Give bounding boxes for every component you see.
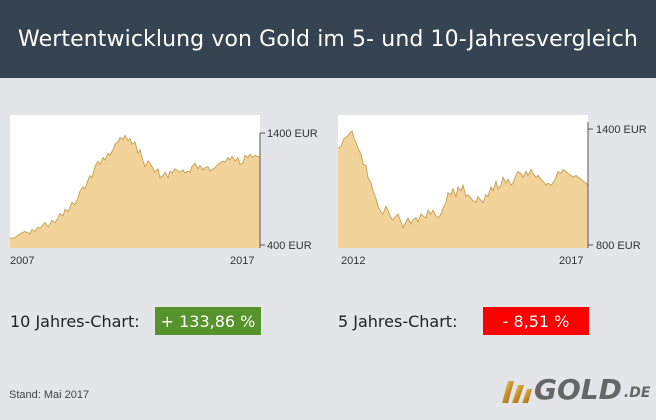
gold-de-logo: GOLD .DE [498, 371, 650, 405]
chart-10-marks [9, 134, 261, 248]
stand-date: Stand: Mai 2017 [9, 389, 90, 401]
ten-year-label: 10 Jahres-Chart: [10, 312, 140, 331]
chart-5-ytick-label-bottom: 800 EUR [596, 240, 641, 252]
chart-5-xlabel-end: 2017 [559, 255, 583, 267]
chart-10-ytick-label-bottom: 400 EUR [267, 240, 312, 252]
gold-bars-icon [502, 381, 532, 403]
chart-10-svg: 1400 EUR 400 EUR 2007 2017 [9, 115, 318, 267]
chart-5-area-fill [338, 130, 588, 248]
chart-5-years: 1400 EUR 800 EUR 2012 2017 [337, 112, 656, 272]
five-year-label: 5 Jahres-Chart: [338, 312, 458, 331]
header-bar: Wertentwicklung von Gold im 5- und 10-Ja… [0, 0, 656, 78]
ten-year-change-badge: + 133,86 % [155, 307, 261, 335]
five-year-change-badge: - 8,51 % [483, 307, 589, 335]
page-title: Wertentwicklung von Gold im 5- und 10-Ja… [18, 26, 638, 52]
chart-5-svg: 1400 EUR 800 EUR 2012 2017 [337, 115, 647, 267]
chart-10-series-line [9, 134, 261, 239]
chart-5-xlabel-start: 2012 [341, 255, 365, 267]
chart-10-years: 1400 EUR 400 EUR 2007 2017 [8, 112, 328, 272]
chart-10-xlabel-end: 2017 [230, 255, 254, 267]
chart-5-series-line [337, 129, 589, 229]
chart-10-xlabel-start: 2007 [10, 255, 34, 267]
chart-5-ytick-label-top: 1400 EUR [596, 124, 647, 136]
chart-10-ytick-label-top: 1400 EUR [267, 128, 318, 140]
logo-suffix: .DE [623, 385, 651, 401]
logo-text: GOLD [534, 373, 622, 406]
chart-5-marks [337, 129, 589, 248]
chart-10-area-fill [10, 135, 260, 248]
